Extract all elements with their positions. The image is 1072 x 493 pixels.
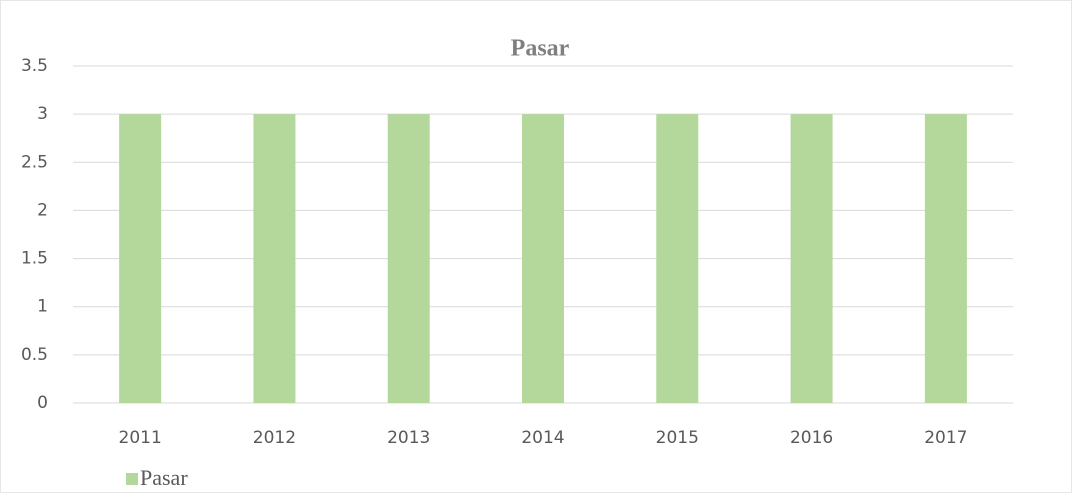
bar: [522, 114, 564, 404]
y-tick-label: 3.5: [21, 56, 48, 76]
y-tick-label: 0: [37, 393, 48, 413]
legend-label: Pasar: [140, 465, 188, 490]
x-tick-label: 2011: [119, 428, 162, 448]
legend-swatch: [126, 473, 138, 485]
x-tick-label: 2017: [924, 428, 967, 448]
x-tick-label: 2012: [253, 428, 296, 448]
x-tick-label: 2015: [656, 428, 699, 448]
bar: [790, 114, 833, 404]
bar: [119, 114, 162, 404]
y-tick-label: 1.5: [21, 249, 48, 269]
x-tick-label: 2014: [521, 428, 564, 448]
bar: [253, 114, 296, 404]
x-tick-label: 2013: [387, 428, 430, 448]
bar: [387, 114, 430, 404]
y-tick-label: 2.5: [21, 152, 48, 172]
y-tick-label: 1: [37, 297, 48, 317]
bar: [924, 114, 967, 404]
x-tick-label: 2016: [790, 428, 833, 448]
y-tick-label: 2: [37, 200, 48, 220]
chart-title: Pasar: [511, 36, 570, 62]
y-tick-label: 0.5: [21, 345, 48, 365]
y-tick-label: 3: [37, 104, 48, 124]
bar: [656, 114, 699, 404]
